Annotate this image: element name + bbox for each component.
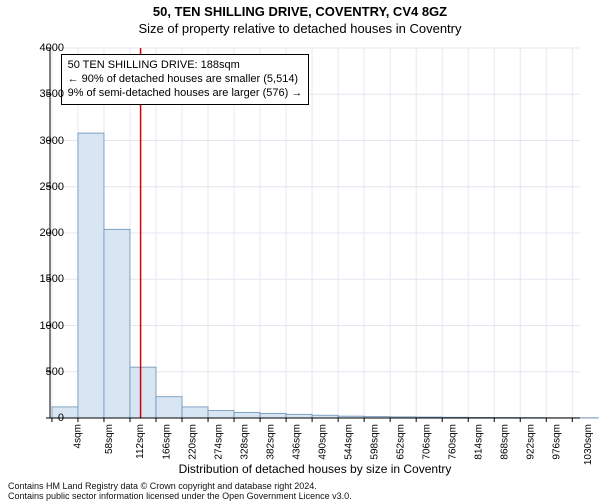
x-tick-label: 760sqm [448,424,459,460]
y-tick-label: 0 [24,412,64,424]
x-tick-label: 112sqm [135,424,146,459]
page-title: 50, TEN SHILLING DRIVE, COVENTRY, CV4 8G… [0,4,600,19]
x-tick-label: 976sqm [552,424,563,460]
x-tick-label: 274sqm [214,424,225,460]
y-tick-label: 500 [24,366,64,378]
x-axis-label: Distribution of detached houses by size … [50,462,580,476]
annotation-line-2: ← 90% of detached houses are smaller (5,… [68,73,303,87]
y-tick-label: 1500 [24,273,64,285]
annotation-line-3: 9% of semi-detached houses are larger (5… [68,87,303,101]
x-tick-label: 4sqm [72,424,83,448]
page-subtitle: Size of property relative to detached ho… [0,21,600,36]
y-tick-label: 2500 [24,181,64,193]
x-tick-label: 706sqm [422,424,433,460]
x-tick-label: 328sqm [240,424,251,460]
x-tick-label: 652sqm [396,424,407,460]
x-tick-label: 436sqm [292,424,303,460]
x-tick-label: 382sqm [266,424,277,460]
x-tick-label: 58sqm [104,424,115,454]
x-tick-label: 1030sqm [583,424,594,465]
x-tick-label: 220sqm [188,424,199,460]
footer-line-2: Contains public sector information licen… [8,492,352,502]
x-tick-label: 166sqm [162,424,173,460]
chart-area: 50 TEN SHILLING DRIVE: 188sqm ← 90% of d… [50,48,580,418]
y-tick-label: 3000 [24,135,64,147]
annotation-line-1: 50 TEN SHILLING DRIVE: 188sqm [68,59,303,73]
footer-attribution: Contains HM Land Registry data © Crown c… [8,482,352,502]
y-tick-label: 1000 [24,320,64,332]
x-tick-label: 544sqm [344,424,355,460]
x-tick-label: 598sqm [370,424,381,460]
x-tick-label: 922sqm [526,424,537,460]
annotation-box: 50 TEN SHILLING DRIVE: 188sqm ← 90% of d… [61,54,310,105]
x-tick-label: 868sqm [500,424,511,460]
y-tick-label: 4000 [24,42,64,54]
y-tick-label: 3500 [24,88,64,100]
y-tick-label: 2000 [24,227,64,239]
x-tick-label: 814sqm [474,424,485,460]
x-tick-label: 490sqm [318,424,329,460]
